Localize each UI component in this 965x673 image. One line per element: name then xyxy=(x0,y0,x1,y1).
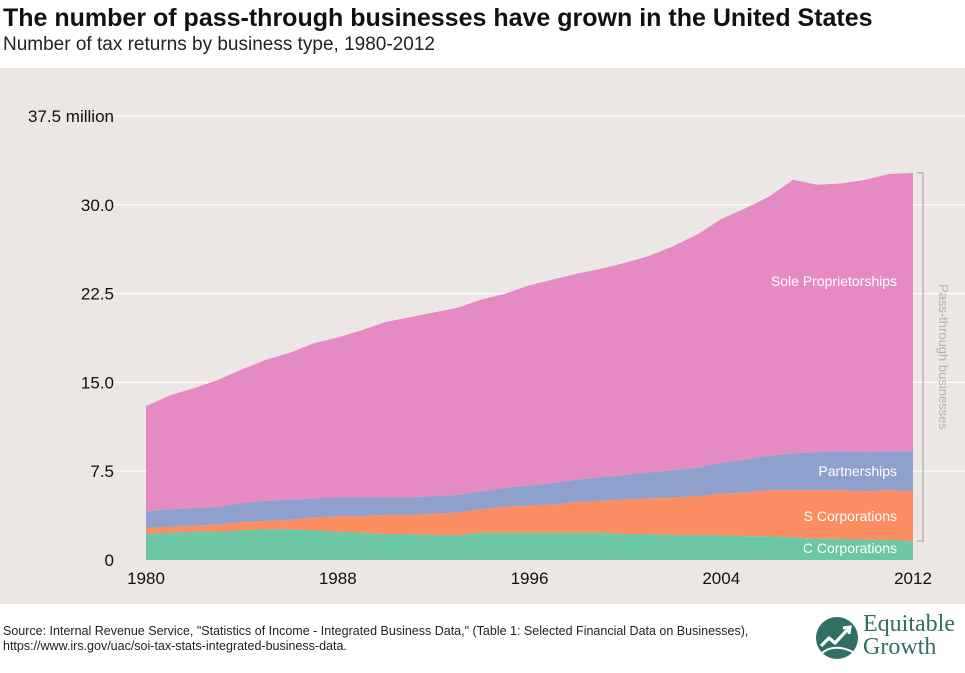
chart-panel: C Corporations S Corporations Partnerships… xyxy=(0,68,965,604)
area-sole-proprietorships xyxy=(146,172,913,512)
series-label-c-corporations: C Corporations xyxy=(803,540,897,556)
x-tick-label-2004: 2004 xyxy=(702,569,740,588)
series-label-sole-proprietorships: Sole Proprietorships xyxy=(771,273,897,289)
logo-wordmark: Equitable Growth xyxy=(863,611,955,660)
y-tick-label-15-0: 15.0 xyxy=(81,373,114,392)
area-s-corporations xyxy=(146,490,913,542)
x-tick-label-2012: 2012 xyxy=(894,569,932,588)
logo-line-2: Growth xyxy=(863,634,937,660)
series-label-partnerships: Partnerships xyxy=(818,463,897,479)
growth-leaf-icon xyxy=(816,617,858,659)
logo-line-1: Equitable xyxy=(863,611,955,637)
y-tick-label-7-5: 7.5 xyxy=(90,462,114,481)
area-c-corporations xyxy=(146,529,913,560)
equitable-growth-logo: Equitable Growth xyxy=(815,611,965,663)
area-partnerships xyxy=(146,451,913,528)
y-tick-label-30-0: 30.0 xyxy=(81,196,114,215)
stacked-area-chart: C Corporations S Corporations Partnerships… xyxy=(28,107,965,588)
pass-through-bracket-label: Pass-through businesses xyxy=(936,284,951,430)
x-tick-label-1988: 1988 xyxy=(319,569,357,588)
chart-title: The number of pass-through businesses ha… xyxy=(3,4,873,32)
y-tick-label-37-5-million: 37.5 million xyxy=(28,107,114,126)
x-tick-label-1996: 1996 xyxy=(511,569,549,588)
series-label-s-corporations: S Corporations xyxy=(804,508,897,524)
pass-through-bracket xyxy=(917,172,924,542)
source-note: Source: Internal Revenue Service, "Stati… xyxy=(3,624,749,653)
chart-subtitle: Number of tax returns by business type, … xyxy=(3,34,435,55)
x-tick-label-1980: 1980 xyxy=(127,569,165,588)
y-tick-label-0: 0 xyxy=(105,551,114,570)
y-tick-label-22-5: 22.5 xyxy=(81,285,114,304)
